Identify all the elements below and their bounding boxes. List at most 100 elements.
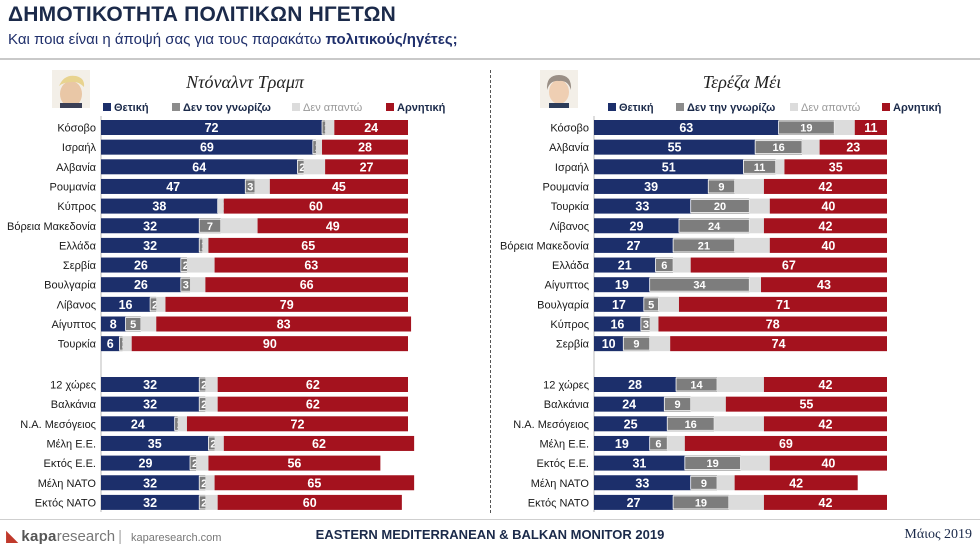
data-label: 51 — [662, 160, 676, 174]
page-title: ΔΗΜΟΤΙΚΟΤΗΤΑ ΠΟΛΙΤΙΚΩΝ ΗΓΕΤΩΝ — [8, 3, 397, 26]
bar-segment — [101, 178, 246, 194]
category-label: Βουλγαρία — [44, 280, 97, 292]
bar-segment — [205, 475, 215, 491]
bar-segment — [594, 494, 674, 510]
bar-segment — [802, 139, 820, 155]
bar-segment — [594, 377, 677, 392]
bar-segment — [101, 277, 181, 293]
data-label: 2 — [152, 299, 158, 311]
bar-segment — [594, 435, 650, 451]
category-label: Λίβανος — [57, 299, 96, 311]
data-label: 40 — [821, 239, 835, 253]
bar-segment — [725, 396, 887, 412]
bar-segment — [205, 377, 218, 392]
bar-segment — [303, 159, 326, 175]
category-label: 12 χώρες — [50, 380, 96, 392]
bar-segment — [594, 237, 674, 253]
bar-segment — [223, 198, 408, 214]
unknown-label-box — [672, 495, 730, 510]
data-label: 42 — [789, 476, 803, 490]
chart-divider — [490, 70, 491, 513]
data-label: 42 — [819, 496, 833, 510]
data-label: 2 — [299, 162, 305, 174]
bar-segment — [761, 277, 887, 293]
data-label: 39 — [644, 180, 658, 194]
bar-segment — [728, 494, 764, 510]
bar-segment — [734, 237, 770, 253]
data-label: 35 — [829, 160, 843, 174]
data-label: 31 — [632, 457, 646, 471]
data-label: 16 — [772, 142, 784, 154]
bar-segment — [208, 237, 408, 253]
bar-segment — [186, 416, 408, 432]
bar-segment — [649, 336, 671, 352]
bar-segment — [101, 377, 200, 392]
bar-segment — [854, 120, 887, 135]
data-label: 29 — [630, 219, 644, 233]
bar-segment — [594, 455, 685, 471]
data-label: 66 — [300, 278, 314, 292]
category-label: Βουλγαρία — [537, 299, 590, 311]
bar-segment — [667, 435, 685, 451]
data-label: 49 — [326, 219, 340, 233]
data-label: 27 — [360, 160, 374, 174]
data-label: 33 — [635, 476, 649, 490]
category-label: Μέλη ΝΑΤΟ — [38, 478, 97, 490]
bar-segment — [186, 257, 215, 273]
data-label: 8 — [110, 318, 117, 332]
data-label: 2 — [192, 458, 198, 470]
category-label: Αλβανία — [56, 162, 96, 174]
data-label: 42 — [819, 378, 833, 392]
data-label: 21 — [698, 240, 710, 252]
bar-segment — [101, 257, 181, 273]
bar-segment — [217, 377, 408, 392]
bar-segment — [658, 316, 887, 332]
bar-segment — [769, 198, 887, 214]
data-label: 60 — [303, 496, 317, 510]
bar-segment — [322, 139, 408, 155]
data-label: 32 — [143, 239, 157, 253]
bar-segment — [196, 455, 209, 471]
data-label: 69 — [200, 141, 214, 155]
bar-segment — [749, 218, 764, 234]
bar-segment — [101, 435, 209, 451]
data-label: 2 — [210, 438, 216, 450]
data-label: 42 — [819, 417, 833, 431]
bar-segment — [101, 494, 200, 510]
category-label: Ρουμανία — [543, 181, 590, 193]
category-label: Ελλάδα — [552, 260, 590, 272]
data-label: 32 — [143, 398, 157, 412]
bar-segment — [684, 435, 887, 451]
legend-label: Δεν απαντώ — [801, 102, 861, 114]
bar-segment — [594, 120, 779, 135]
legend-swatch — [292, 103, 300, 111]
data-label: 24 — [708, 221, 721, 233]
data-label: 7 — [207, 221, 213, 233]
data-label: 72 — [205, 121, 219, 135]
bar-segment — [205, 494, 218, 510]
legend-swatch — [386, 103, 394, 111]
data-label: 33 — [635, 200, 649, 214]
data-label: 34 — [693, 280, 706, 292]
may-portrait — [540, 70, 578, 108]
data-label: 6 — [655, 438, 661, 450]
category-label: Λίβανος — [550, 221, 589, 233]
legend-swatch — [103, 103, 111, 111]
bar-segment — [254, 178, 270, 194]
data-label: 19 — [707, 458, 719, 470]
category-label: Μέλη Ε.Ε. — [46, 438, 96, 450]
bar-segment — [678, 296, 887, 312]
category-label: Τουρκία — [551, 201, 590, 213]
bar-segment — [784, 159, 887, 175]
data-label: 6 — [661, 260, 667, 272]
data-label: 28 — [628, 378, 642, 392]
category-label: Εκτός ΝΑΤΟ — [35, 497, 97, 509]
data-label: 25 — [624, 417, 638, 431]
chart-may: Τερέζα Μέι Θετική Δεν την γνωρίζω Δεν απαντ… — [500, 72, 942, 512]
data-label: 35 — [148, 437, 162, 451]
data-label: 24 — [364, 121, 378, 135]
bar-segment — [101, 218, 200, 234]
legend-label: Δεν τον γνωρίζω — [183, 102, 271, 114]
data-label: 16 — [119, 298, 133, 312]
data-label: 9 — [718, 181, 724, 193]
